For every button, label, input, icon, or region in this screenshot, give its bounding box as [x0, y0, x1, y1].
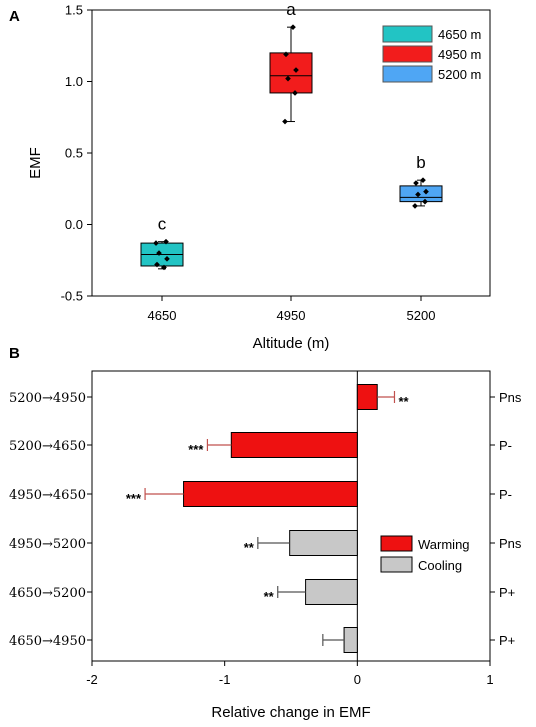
- bar-4950→4650: [183, 481, 358, 507]
- data-point: [415, 191, 421, 198]
- category-label: 4650→5200: [9, 586, 86, 601]
- x-tick-label: 4650: [148, 308, 177, 323]
- x-tick-label: 5200: [407, 308, 436, 323]
- panel-a: A EMF Altitude (m) -0.5 0.0 0.5 1.0 1.5 4650…: [9, 0, 491, 352]
- significance-mark: **: [264, 589, 275, 604]
- data-point: [153, 240, 159, 246]
- y-tick-label: -0.5: [61, 289, 83, 304]
- category-label: 5200→4950: [9, 391, 86, 406]
- right-label: P-: [499, 487, 512, 502]
- right-label: P+: [499, 585, 515, 600]
- data-point: [163, 238, 169, 245]
- panel-b-legend: Warming Cooling: [380, 535, 470, 573]
- x-tick-label: 1: [486, 672, 493, 687]
- category-label: 4650→4950: [9, 634, 86, 649]
- bar-4650→5200: [305, 579, 358, 605]
- panel-a-letter: A: [9, 8, 20, 25]
- box-5200: [399, 185, 443, 203]
- data-point: [292, 90, 298, 96]
- category-label: 4950→5200: [9, 537, 86, 552]
- category-label: 5200→4650: [9, 439, 86, 454]
- data-point: [293, 67, 299, 73]
- panel-b-letter: B: [9, 345, 20, 362]
- x-tick-label: -1: [219, 672, 231, 687]
- data-point: [290, 24, 296, 30]
- data-point: [156, 250, 162, 256]
- box-4950: [269, 52, 313, 94]
- legend-swatch: [380, 535, 413, 552]
- panel-a-boxes: c a b: [140, 0, 443, 271]
- y-tick-label: 0.5: [65, 146, 83, 161]
- data-point: [161, 264, 167, 271]
- panel-b: B Relative change in EMF -2 -1 0 1 5200→495…: [9, 345, 522, 721]
- panel-b-x-ticks: -2 -1 0 1: [86, 661, 494, 687]
- x-tick-label: -2: [86, 672, 98, 687]
- panel-a-x-axis-label: Altitude (m): [253, 335, 330, 352]
- category-label: 4950→4650: [9, 488, 86, 503]
- panel-b-x-axis-label: Relative change in EMF: [211, 704, 370, 721]
- data-point: [420, 177, 426, 183]
- legend-swatch: [382, 65, 433, 83]
- significance-mark: **: [244, 540, 255, 555]
- legend-swatch: [382, 45, 433, 63]
- legend-label: Cooling: [418, 558, 462, 573]
- data-point: [282, 118, 288, 125]
- right-label: P-: [499, 438, 512, 453]
- y-tick-label: 1.5: [65, 3, 83, 18]
- data-point: [412, 203, 418, 209]
- legend-label: 4650 m: [438, 27, 481, 42]
- panel-b-bars: 5200→4950 Pns ** 5200→4650 P- *** 4950→4650 P- *…: [9, 371, 522, 661]
- significance-letter: a: [286, 0, 296, 19]
- legend-label: Warming: [418, 537, 470, 552]
- data-point: [423, 188, 429, 195]
- y-tick-label: 0.0: [65, 217, 83, 232]
- significance-mark: **: [398, 394, 409, 409]
- right-label: P+: [499, 633, 515, 648]
- panel-a-x-ticks: 4650 4950 5200: [148, 296, 436, 323]
- significance-mark: ***: [188, 442, 204, 457]
- data-point: [422, 198, 428, 205]
- data-point: [154, 261, 160, 268]
- x-tick-label: 0: [354, 672, 361, 687]
- panel-a-legend: 4650 m 4950 m 5200 m: [382, 25, 481, 83]
- right-label: Pns: [499, 536, 522, 551]
- legend-swatch: [382, 25, 433, 43]
- bar-4650→4950: [343, 627, 358, 653]
- legend-label: 5200 m: [438, 67, 481, 82]
- panel-a-y-ticks: -0.5 0.0 0.5 1.0 1.5: [61, 3, 92, 304]
- panel-a-y-axis-label: EMF: [27, 147, 44, 179]
- y-tick-label: 1.0: [65, 74, 83, 89]
- significance-mark: ***: [126, 491, 142, 506]
- panel-b-plot-frame: [91, 370, 491, 662]
- significance-letter: b: [416, 153, 425, 172]
- data-point: [164, 255, 170, 262]
- data-point: [285, 75, 291, 82]
- bar-4950→5200: [289, 530, 358, 556]
- significance-letter: c: [158, 215, 167, 234]
- right-label: Pns: [499, 390, 522, 405]
- legend-label: 4950 m: [438, 47, 481, 62]
- bar-5200→4650: [230, 432, 358, 458]
- data-point: [413, 180, 419, 186]
- x-tick-label: 4950: [277, 308, 306, 323]
- legend-swatch: [380, 556, 413, 573]
- bar-5200→4950: [356, 384, 378, 410]
